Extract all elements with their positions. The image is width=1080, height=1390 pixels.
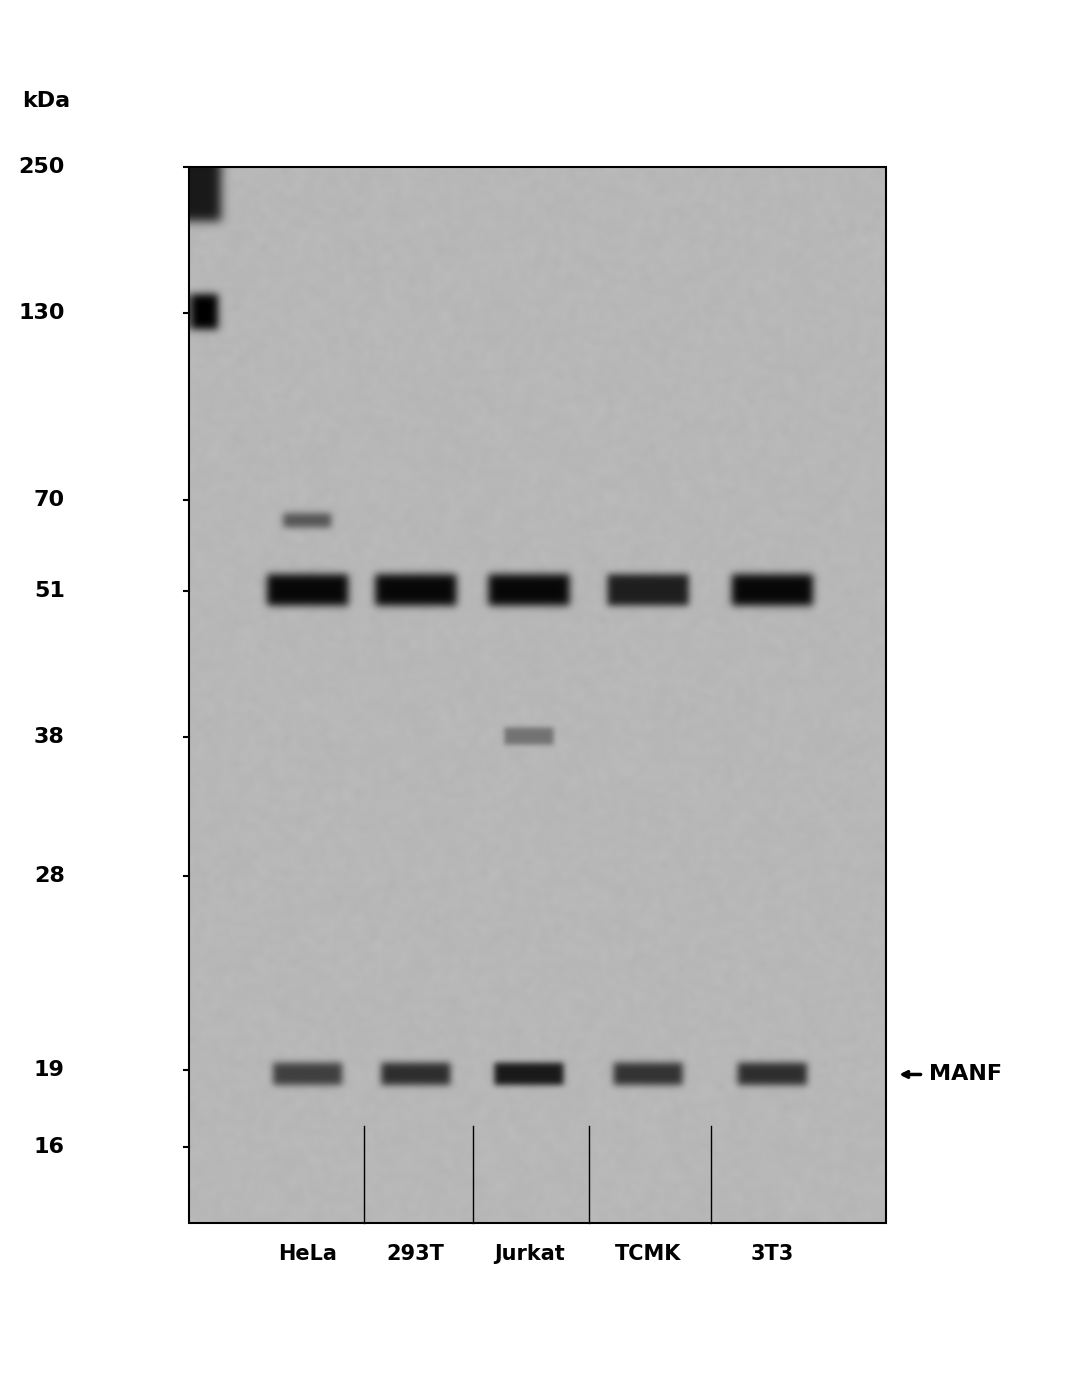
Text: HeLa: HeLa — [279, 1244, 337, 1264]
Text: 38: 38 — [33, 727, 65, 746]
Text: 250: 250 — [18, 157, 65, 177]
Text: TCMK: TCMK — [615, 1244, 681, 1264]
Text: 293T: 293T — [387, 1244, 445, 1264]
Text: 130: 130 — [18, 303, 65, 322]
Text: 28: 28 — [33, 866, 65, 885]
Text: 51: 51 — [33, 581, 65, 600]
Bar — [189, 167, 886, 1223]
Text: 70: 70 — [33, 491, 65, 510]
Text: 16: 16 — [33, 1137, 65, 1156]
Text: kDa: kDa — [22, 92, 70, 111]
Text: 3T3: 3T3 — [751, 1244, 794, 1264]
Text: MANF: MANF — [929, 1065, 1002, 1084]
Text: 19: 19 — [33, 1061, 65, 1080]
Text: Jurkat: Jurkat — [494, 1244, 565, 1264]
